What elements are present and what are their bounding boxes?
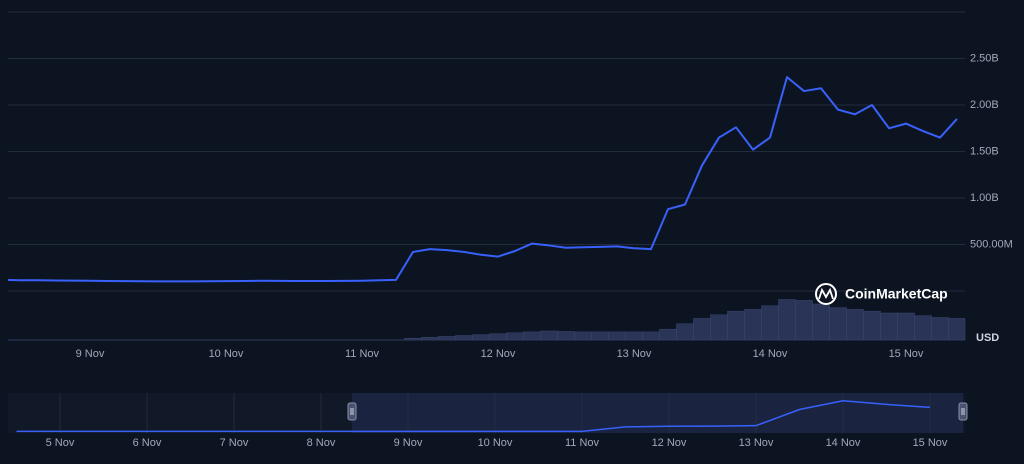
- volume-bar: [897, 312, 915, 341]
- price-line: [8, 76, 958, 283]
- volume-bar: [421, 337, 439, 341]
- x-tick-label: 14 Nov: [753, 348, 788, 360]
- logo-mark: [818, 287, 834, 300]
- volume-bar: [812, 303, 830, 341]
- y-tick-label: 2.00B: [970, 99, 999, 111]
- volume-bar: [778, 299, 796, 341]
- y-tick-label: 1.50B: [970, 145, 999, 157]
- volume-bar: [829, 307, 847, 341]
- navigator-tick-label: 6 Nov: [133, 437, 162, 449]
- navigator-tick-label: 14 Nov: [826, 437, 861, 449]
- volume-bar: [404, 337, 422, 341]
- volume-bar: [438, 336, 456, 341]
- x-tick-label: 9 Nov: [76, 348, 105, 360]
- volume-bar: [489, 333, 507, 341]
- volume-bar: [472, 334, 490, 341]
- volume-bar: [795, 300, 813, 341]
- x-tick-label: 12 Nov: [481, 348, 516, 360]
- y-tick-label: 500.00M: [970, 238, 1013, 250]
- navigator-line: [16, 399, 931, 433]
- navigator-tick-label: 11 Nov: [565, 437, 600, 449]
- navigator-tick-label: 13 Nov: [739, 437, 774, 449]
- volume-bar: [540, 330, 558, 341]
- volume-bar: [914, 315, 932, 341]
- volume-bar: [710, 314, 728, 341]
- volume-bar: [863, 310, 881, 341]
- volume-bar: [642, 331, 660, 341]
- volume-bar: [676, 323, 694, 341]
- volume-bar: [574, 331, 592, 341]
- volume-bar: [948, 318, 966, 341]
- volume-bar: [506, 332, 524, 341]
- y-tick-label: 1.00B: [970, 192, 999, 204]
- x-tick-label: 11 Nov: [345, 348, 380, 360]
- volume-bar: [846, 309, 864, 341]
- navigator-tick-label: 8 Nov: [307, 437, 336, 449]
- navigator-tick-label: 5 Nov: [46, 437, 75, 449]
- volume-bar: [880, 312, 898, 341]
- volume-bar: [523, 331, 541, 341]
- volume-bar: [625, 331, 643, 341]
- navigator-tick-label: 12 Nov: [652, 437, 687, 449]
- watermark-text: CoinMarketCap: [845, 286, 948, 302]
- volume-bar: [693, 318, 711, 341]
- volume-bar: [659, 328, 677, 341]
- navigator-tick-label: 10 Nov: [478, 437, 513, 449]
- volume-bar: [455, 335, 473, 341]
- navigator-handle[interactable]: [347, 402, 357, 421]
- volume-bar: [608, 331, 626, 341]
- x-tick-label: 15 Nov: [889, 348, 924, 360]
- volume-bar: [744, 309, 762, 341]
- y-tick-label: 2.50B: [970, 52, 999, 64]
- x-tick-label: 10 Nov: [209, 348, 244, 360]
- currency-label: USD: [976, 332, 999, 344]
- watermark: CoinMarketCap: [815, 283, 948, 305]
- navigator-handle[interactable]: [958, 402, 968, 421]
- volume-bar: [557, 331, 575, 341]
- logo: [815, 283, 837, 305]
- volume-bar: [727, 310, 745, 341]
- navigator-tick-label: 7 Nov: [220, 437, 249, 449]
- volume-bar: [931, 317, 949, 341]
- volume-bar: [591, 331, 609, 341]
- navigator-tick-label: 15 Nov: [913, 437, 948, 449]
- navigator-tick-label: 9 Nov: [394, 437, 423, 449]
- volume-bar: [761, 305, 779, 341]
- x-tick-label: 13 Nov: [617, 348, 652, 360]
